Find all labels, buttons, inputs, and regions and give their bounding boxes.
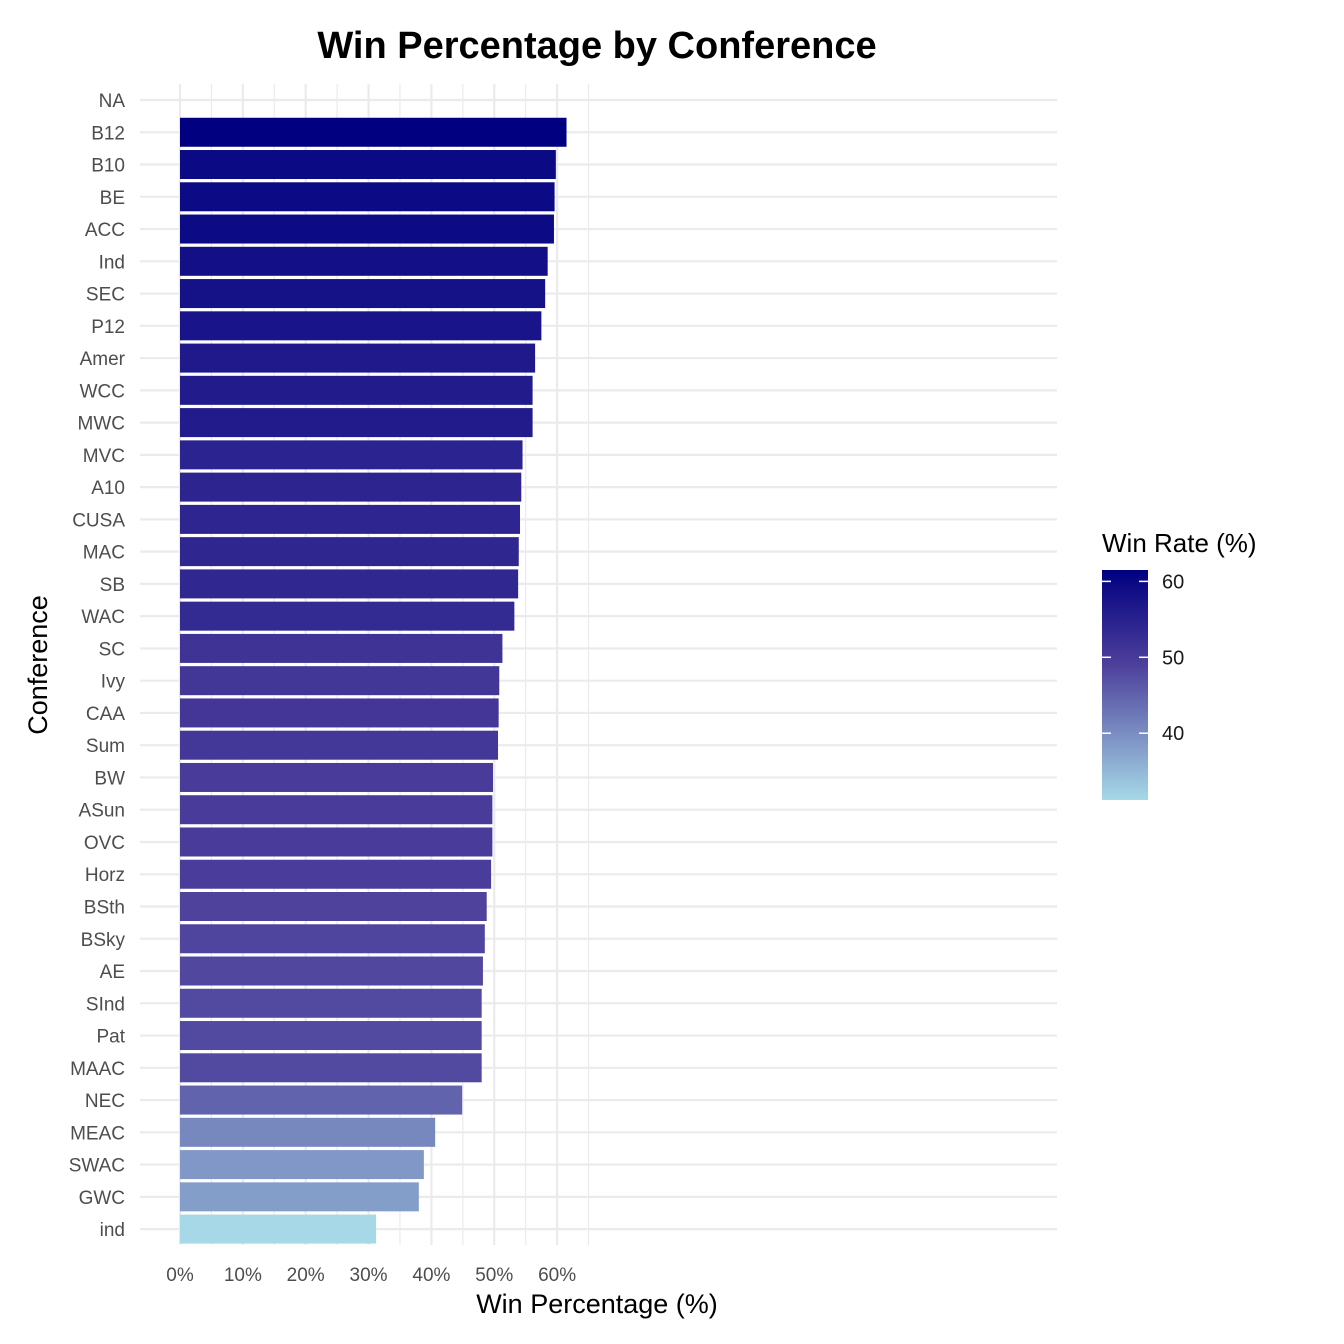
y-tick-label: ASun xyxy=(79,801,125,822)
bar-WAC xyxy=(180,601,515,631)
bar-B12 xyxy=(180,117,567,147)
bar-P12 xyxy=(180,311,542,341)
bar-SInd xyxy=(180,988,482,1018)
x-axis-title: Win Percentage (%) xyxy=(476,1289,718,1319)
y-tick-label: B10 xyxy=(91,156,125,177)
y-tick-label: BE xyxy=(100,188,125,209)
bar-B10 xyxy=(180,150,556,180)
y-tick-label: BSth xyxy=(84,898,125,919)
y-tick-label: B12 xyxy=(91,123,125,144)
legend-tick-label: 50 xyxy=(1162,647,1184,669)
x-tick-label: 0% xyxy=(166,1265,194,1286)
bar-CAA xyxy=(180,698,499,728)
bar-NEC xyxy=(180,1085,463,1115)
y-tick-label: SEC xyxy=(86,285,125,306)
y-tick-label: CUSA xyxy=(72,510,125,531)
y-tick-label: P12 xyxy=(91,317,125,338)
bar-BSth xyxy=(180,892,487,921)
x-tick-label: 10% xyxy=(224,1265,262,1286)
bar-Ivy xyxy=(180,666,500,696)
y-tick-label: SWAC xyxy=(69,1156,125,1177)
y-tick-label: BW xyxy=(94,768,125,789)
bar-ASun xyxy=(180,795,493,825)
y-tick-label: WCC xyxy=(80,381,125,402)
y-tick-label: SC xyxy=(99,639,125,660)
y-tick-label: MVC xyxy=(83,446,125,467)
bar-CUSA xyxy=(180,504,521,534)
legend-colorbar xyxy=(1102,570,1148,800)
bar-MEAC xyxy=(180,1117,436,1147)
bar-SC xyxy=(180,633,503,663)
x-tick-label: 40% xyxy=(412,1265,450,1286)
y-tick-label: SInd xyxy=(86,994,125,1015)
y-tick-label: GWC xyxy=(79,1188,125,1209)
y-tick-label: MAAC xyxy=(70,1059,125,1080)
y-tick-label: ind xyxy=(100,1220,125,1241)
bar-Pat xyxy=(180,1021,482,1051)
y-tick-label: OVC xyxy=(84,833,125,854)
x-tick-labels: 0% 10% 20% 30% 40% 50% 60% xyxy=(166,1265,576,1286)
bar-Ind xyxy=(180,246,548,276)
bar-Horz xyxy=(180,859,492,889)
legend-tick-label: 40 xyxy=(1162,723,1184,745)
y-tick-label: SB xyxy=(100,575,125,596)
y-tick-label: Amer xyxy=(80,349,126,370)
bar-WCC xyxy=(180,375,533,405)
y-tick-label: A10 xyxy=(91,478,125,499)
y-tick-label: BSky xyxy=(81,930,126,951)
bar-A10 xyxy=(180,472,522,502)
color-legend: Win Rate (%) 60 50 40 xyxy=(1102,528,1257,800)
grid-lines xyxy=(140,84,1057,1245)
y-tick-label: MAC xyxy=(83,543,125,564)
y-tick-label: AE xyxy=(100,962,125,983)
bar-BSky xyxy=(180,924,485,954)
bar-OVC xyxy=(180,827,493,857)
bar-MWC xyxy=(180,408,533,438)
bar-SEC xyxy=(180,279,546,309)
x-tick-label: 50% xyxy=(475,1265,513,1286)
y-tick-label: NA xyxy=(99,91,126,112)
y-tick-label: Pat xyxy=(96,1027,125,1048)
x-tick-label: 60% xyxy=(538,1265,576,1286)
y-tick-label: ACC xyxy=(85,220,125,241)
bar-ind xyxy=(180,1214,377,1244)
y-tick-label: Ivy xyxy=(101,672,126,693)
y-tick-labels: NA B12 B10 BE ACC Ind SEC P12 Amer WCC MWC MVC A10 CU… xyxy=(69,91,126,1241)
y-tick-label: NEC xyxy=(85,1091,125,1112)
y-tick-label: CAA xyxy=(86,704,125,725)
bar-GWC xyxy=(180,1182,419,1212)
bars xyxy=(180,117,567,1244)
x-tick-label: 20% xyxy=(287,1265,325,1286)
bar-MAC xyxy=(180,537,519,567)
bar-SWAC xyxy=(180,1150,424,1180)
bar-AE xyxy=(180,956,483,986)
legend-title: Win Rate (%) xyxy=(1102,528,1257,558)
y-tick-label: Ind xyxy=(99,252,125,273)
bar-Amer xyxy=(180,343,536,373)
y-tick-label: Horz xyxy=(85,865,125,886)
bar-Sum xyxy=(180,730,499,760)
chart-title: Win Percentage by Conference xyxy=(317,25,876,67)
bar-BE xyxy=(180,182,555,212)
y-tick-label: MEAC xyxy=(70,1123,125,1144)
y-tick-label: Sum xyxy=(86,736,125,757)
bar-BW xyxy=(180,762,493,792)
y-axis-title: Conference xyxy=(23,595,53,735)
bar-MVC xyxy=(180,440,523,470)
bar-ACC xyxy=(180,214,554,244)
y-tick-label: WAC xyxy=(81,607,125,628)
bar-MAAC xyxy=(180,1053,482,1083)
y-tick-label: MWC xyxy=(78,414,125,435)
bar-SB xyxy=(180,569,519,599)
x-tick-label: 30% xyxy=(350,1265,388,1286)
legend-tick-label: 60 xyxy=(1162,571,1184,593)
